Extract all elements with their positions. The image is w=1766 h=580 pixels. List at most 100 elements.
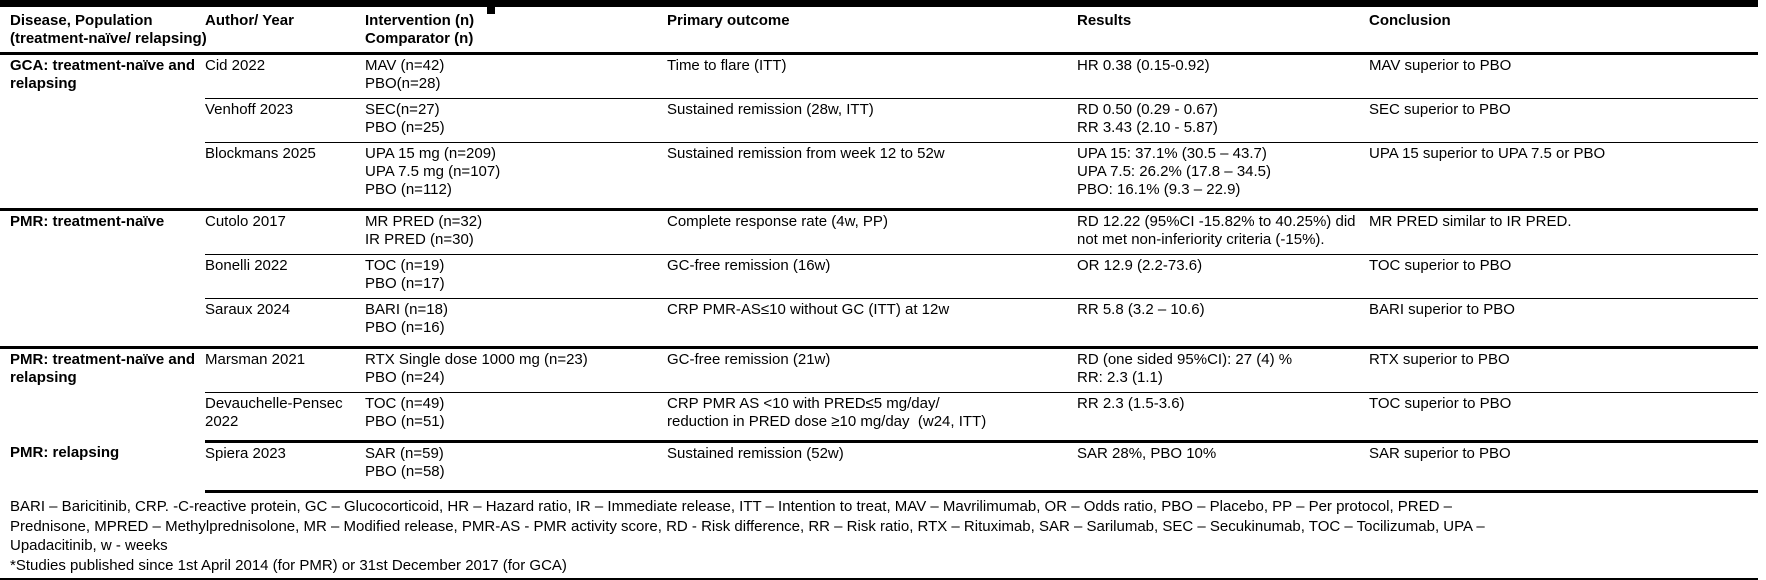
conclusion-cell-line: SAR superior to PBO — [1369, 445, 1511, 462]
abbreviations-line: Upadacitinib, w - weeks — [10, 537, 168, 554]
column-header-results: Results — [1077, 7, 1369, 55]
study-row: PMR: treatment-naïve and relapsing Marsman… — [0, 347, 1758, 393]
header-line: (treatment-naïve/ relapsing) — [10, 30, 207, 47]
conclusion-cell: MR PRED similar to IR PRED. — [1369, 209, 1758, 255]
study-row: Venhoff 2023 SEC(n=27) PBO (n=25) Sustained… — [0, 98, 1758, 143]
results-cell-line: RD 12.22 (95%CI -15.82% to 40.25%) did — [1077, 213, 1356, 230]
conclusion-cell: SEC superior to PBO — [1369, 98, 1758, 143]
outcome-cell-line: Time to flare (ITT) — [667, 57, 787, 74]
author-cell-line: Bonelli 2022 — [205, 257, 288, 274]
results-cell-line: RD (one sided 95%CI): 27 (4) % — [1077, 351, 1293, 368]
outcome-cell-line: CRP PMR AS <10 with PRED≤5 mg/day/ — [667, 395, 940, 412]
intervention-cell-line: MAV (n=42) — [365, 57, 445, 74]
author-cell-line: Cid 2022 — [205, 57, 266, 74]
evidence-table: Disease, Population (treatment-naïve/ rel… — [0, 7, 1758, 493]
results-cell: RR 2.3 (1.5-3.6) — [1077, 392, 1369, 443]
study-row: Bonelli 2022 TOC (n=19) PBO (n=17) GC-free … — [0, 254, 1758, 299]
results-cell: RD 12.22 (95%CI -15.82% to 40.25%) did no… — [1077, 209, 1369, 255]
intervention-cell-line: SAR (n=59) — [365, 445, 444, 462]
intervention-cell: TOC (n=49) PBO (n=51) — [365, 392, 667, 443]
conclusion-cell-line: TOC superior to PBO — [1369, 395, 1512, 412]
intervention-cell-line: SEC(n=27) — [365, 101, 440, 118]
header-line: Disease, Population — [10, 12, 153, 29]
results-cell: RR 5.8 (3.2 – 10.6) — [1077, 298, 1369, 349]
author-cell-line: Spiera 2023 — [205, 445, 286, 462]
intervention-cell-line: UPA 7.5 mg (n=107) — [365, 163, 501, 180]
cropped-title-artifact — [487, 0, 495, 14]
header-line: Author/ Year — [205, 12, 294, 29]
abbreviations-line: Prednisone, MPRED – Methylprednisolone, … — [10, 517, 1485, 535]
intervention-cell-line: PBO (n=58) — [365, 463, 445, 480]
results-cell-line: RD 0.50 (0.29 - 0.67) — [1077, 101, 1218, 118]
outcome-cell-line: Sustained remission (52w) — [667, 445, 844, 462]
outcome-cell: Sustained remission (28w, ITT) — [667, 98, 1077, 143]
disease-line: GCA: treatment-naïve and — [10, 57, 196, 74]
disease-line: PMR: relapsing — [10, 443, 120, 461]
results-cell-line: not met non-inferiority criteria (-15%). — [1077, 231, 1325, 248]
intervention-cell-line: RTX Single dose 1000 mg (n=23) — [365, 351, 588, 368]
header-line: Conclusion — [1369, 12, 1451, 29]
outcome-cell-line: CRP PMR-AS≤10 without GC (ITT) at 12w — [667, 301, 950, 318]
column-header-disease-population: Disease, Population (treatment-naïve/ rel… — [0, 7, 207, 55]
intervention-cell: SEC(n=27) PBO (n=25) — [365, 98, 667, 143]
conclusion-cell-line: MAV superior to PBO — [1369, 57, 1512, 74]
intervention-cell-line: PBO (n=51) — [365, 413, 445, 430]
intervention-cell: TOC (n=19) PBO (n=17) — [365, 254, 667, 299]
column-header-intervention-comparator: Intervention (n) Comparator (n) — [365, 7, 667, 55]
intervention-cell: MR PRED (n=32) IR PRED (n=30) — [365, 209, 667, 255]
intervention-cell-line: PBO (n=112) — [365, 181, 452, 198]
intervention-cell-line: TOC (n=19) — [365, 257, 445, 274]
conclusion-cell: TOC superior to PBO — [1369, 254, 1758, 299]
conclusion-cell-line: TOC superior to PBO — [1369, 257, 1512, 274]
results-cell: RD 0.50 (0.29 - 0.67) RR 3.43 (2.10 - 5.8… — [1077, 98, 1369, 143]
author-cell-line: Blockmans 2025 — [205, 145, 316, 162]
results-cell-line: UPA 7.5: 26.2% (17.8 – 34.5) — [1077, 163, 1272, 180]
footnote-asterisk-line: *Studies published since 1st April 2014 … — [10, 556, 567, 574]
results-cell-line: RR 3.43 (2.10 - 5.87) — [1077, 119, 1218, 136]
disease-cell: GCA: treatment-naïve and relapsing — [0, 53, 205, 211]
intervention-cell: SAR (n=59) PBO (n=58) — [365, 441, 667, 493]
intervention-cell: UPA 15 mg (n=209) UPA 7.5 mg (n=107) PBO (… — [365, 142, 667, 211]
header-line: Comparator (n) — [365, 30, 474, 47]
outcome-cell: Time to flare (ITT) — [667, 53, 1077, 99]
intervention-cell-line: PBO (n=17) — [365, 275, 445, 292]
author-cell: Blockmans 2025 — [205, 142, 365, 211]
conclusion-cell: MAV superior to PBO — [1369, 53, 1758, 99]
author-cell: Saraux 2024 — [205, 298, 365, 349]
table-body: GCA: treatment-naïve and relapsing Cid 202… — [0, 53, 1758, 493]
intervention-cell-line: PBO (n=24) — [365, 369, 445, 386]
column-header-conclusion: Conclusion — [1369, 7, 1758, 55]
results-cell-line: RR 2.3 (1.5-3.6) — [1077, 395, 1185, 412]
outcome-cell-line: Sustained remission from week 12 to 52w — [667, 145, 945, 162]
table-bottom-rule — [0, 578, 1758, 580]
author-cell: Cutolo 2017 — [205, 209, 365, 255]
outcome-cell: Sustained remission (52w) — [667, 441, 1077, 493]
results-cell: SAR 28%, PBO 10% — [1077, 441, 1369, 493]
results-cell-line: OR 12.9 (2.2-73.6) — [1077, 257, 1203, 274]
header-line: Intervention (n) — [365, 12, 475, 29]
abbreviations-line: BARI – Baricitinib, CRP. -C-reactive pro… — [10, 498, 1452, 515]
conclusion-cell: RTX superior to PBO — [1369, 347, 1758, 393]
footnotes: BARI – Baricitinib, CRP. -C-reactive pro… — [10, 497, 1766, 575]
disease-cell: PMR: treatment-naïve and relapsing — [0, 348, 205, 442]
conclusion-cell: TOC superior to PBO — [1369, 392, 1758, 443]
author-cell-line: Marsman 2021 — [205, 351, 306, 368]
author-cell: Cid 2022 — [205, 53, 365, 99]
header-line: Results — [1077, 12, 1132, 29]
outcome-cell-line: GC-free remission (21w) — [667, 351, 831, 368]
conclusion-cell-line: UPA 15 superior to UPA 7.5 or PBO — [1369, 145, 1606, 162]
intervention-cell-line: PBO (n=25) — [365, 119, 445, 136]
results-cell: UPA 15: 37.1% (30.5 – 43.7) UPA 7.5: 26.2… — [1077, 142, 1369, 211]
disease-line: PMR: treatment-naïve and — [10, 351, 196, 368]
outcome-cell: GC-free remission (21w) — [667, 347, 1077, 393]
disease-line: PMR: treatment-naïve — [10, 213, 165, 230]
author-cell-line: 2022 — [205, 413, 239, 430]
intervention-cell-line: BARI (n=18) — [365, 301, 448, 318]
results-cell: HR 0.38 (0.15-0.92) — [1077, 53, 1369, 99]
results-cell-line: SAR 28%, PBO 10% — [1077, 445, 1217, 462]
study-row: Saraux 2024 BARI (n=18) PBO (n=16) CRP PMR-… — [0, 298, 1758, 349]
outcome-cell-line: GC-free remission (16w) — [667, 257, 831, 274]
header-line: Primary outcome — [667, 12, 790, 29]
table-top-rule — [0, 0, 1758, 7]
